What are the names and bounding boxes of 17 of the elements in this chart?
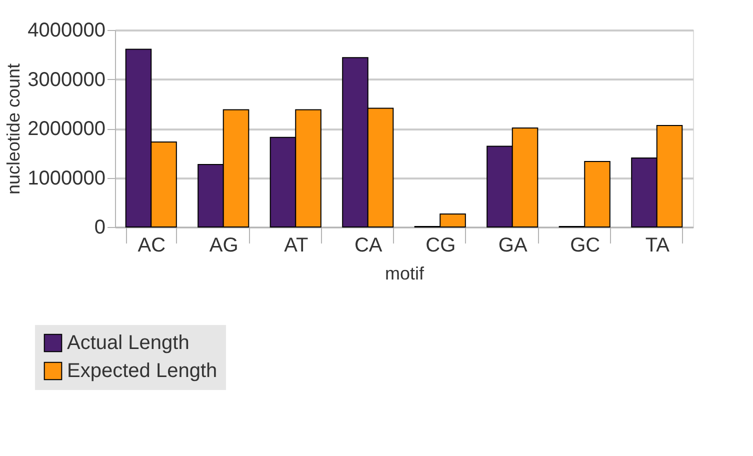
x-axis-title: motif	[384, 264, 425, 284]
y-tick-label: 0	[94, 216, 106, 238]
x-tick-label: AC	[138, 234, 166, 256]
y-tick-label: 3000000	[28, 68, 106, 91]
y-tick-label: 1000000	[28, 167, 106, 190]
x-tick-label: GC	[570, 234, 600, 256]
y-tick-label: 2000000	[28, 118, 106, 140]
x-tick-label: GA	[498, 234, 528, 256]
legend-label: Expected Length	[67, 360, 218, 382]
x-tick-label: CG	[426, 234, 456, 256]
y-tick-label: 4000000	[28, 20, 106, 42]
x-tick-label: CA	[354, 234, 383, 256]
legend-label: Actual Length	[67, 332, 190, 354]
x-tick-label: AG	[209, 234, 238, 256]
y-axis-title: nucleotide count	[4, 63, 24, 195]
x-tick-label: TA	[645, 234, 670, 256]
x-tick-label: AT	[284, 234, 308, 256]
